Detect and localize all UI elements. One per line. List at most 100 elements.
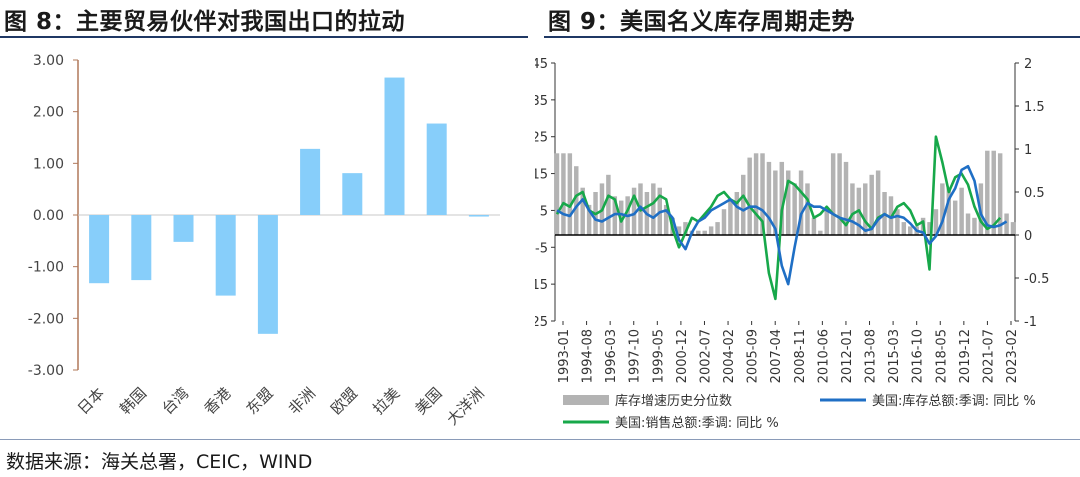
fig9-percentile-bar xyxy=(927,222,932,235)
fig9-series-inventory-line xyxy=(556,164,1008,286)
fig9-x-tick-label: 1993-01 xyxy=(557,329,572,383)
fig9-legend-label: 库存增速历史分位数 xyxy=(615,393,732,409)
fig9-x-tick-label: 2019-12 xyxy=(958,329,973,383)
fig9-right-tick-label: -1 xyxy=(1024,315,1037,330)
fig8-y-tick-label: 3.00 xyxy=(33,53,64,69)
fig8-bar xyxy=(173,215,194,242)
fig9-percentile-bar xyxy=(811,217,817,235)
fig9-percentile-bar xyxy=(702,230,707,235)
fig9-percentile-bar xyxy=(946,187,952,235)
fig9-x-tick-label: 1999-05 xyxy=(651,329,666,383)
fig8-bar xyxy=(426,123,447,215)
source-note: 数据来源：海关总署，CEIC，WIND xyxy=(6,451,313,473)
fig8-x-tick-label: 东盟 xyxy=(243,384,277,418)
fig8-bar-chart: 3.00 2.00 1.00 0.00 -1.00 -2.00 -3.00 日本 韩国 台湾 香港东… xyxy=(28,53,500,429)
fig8-x-tick-label: 韩国 xyxy=(116,384,150,418)
fig9-percentile-bar xyxy=(985,150,990,235)
fig9-percentile-bar xyxy=(606,174,611,235)
fig9-percentile-bar xyxy=(837,153,842,235)
fig9-x-tick-label: 2007-04 xyxy=(769,329,784,383)
fig9-x-tick-label: 2015-03 xyxy=(887,329,902,383)
fig9-x-tick-label: 1997-10 xyxy=(628,329,643,383)
fig9-x-tick-label: 2021-07 xyxy=(981,329,996,383)
fig9-x-tick-label: 2002-07 xyxy=(698,329,713,383)
fig9-percentile-bar xyxy=(561,153,566,235)
fig8-x-tick-label: 拉美 xyxy=(369,384,403,418)
fig9-percentile-bar xyxy=(1010,222,1016,235)
fig9-percentile-bar xyxy=(805,183,810,235)
fig9-percentile-bar xyxy=(1004,213,1009,235)
fig9-percentile-bar xyxy=(997,153,1003,235)
fig9-percentile-bar xyxy=(901,222,907,235)
fig9-percentile-bar xyxy=(908,226,913,235)
fig9-percentile-bar xyxy=(753,153,759,235)
fig9-right-tick-label: 0.5 xyxy=(1024,186,1045,201)
fig8-x-tick-label: 美国 xyxy=(412,384,446,418)
fig9-left-tick-label: 5 xyxy=(540,204,548,219)
fig8-bar xyxy=(300,148,321,215)
fig9-left-tick-label: 45 xyxy=(535,57,548,72)
fig9-left-tick-label: -15 xyxy=(535,278,548,293)
fig8-x-tick-label: 非洲 xyxy=(285,384,319,418)
fig9-right-tick-label: 1.5 xyxy=(1024,100,1045,115)
fig9-percentile-bar xyxy=(683,222,688,235)
fig9-left-tick-label: 15 xyxy=(535,168,548,183)
fig8-y-tick-label: -3.00 xyxy=(28,363,64,379)
fig9-right-tick-label: 1 xyxy=(1024,143,1032,158)
fig8-x-tick-label: 日本 xyxy=(74,384,108,418)
fig9-title: 图 9：美国名义库存周期走势 xyxy=(548,9,856,35)
fig8-title: 图 8：主要贸易伙伴对我国出口的拉动 xyxy=(4,9,406,35)
fig8-bar xyxy=(89,215,110,284)
fig9-percentile-bar xyxy=(933,209,939,235)
fig9-percentile-bar xyxy=(567,153,573,235)
fig9-percentile-bar xyxy=(696,230,701,235)
fig9-percentile-bar xyxy=(721,209,727,235)
fig9-percentile-bar xyxy=(734,192,740,235)
fig9-percentile-bar xyxy=(818,230,823,235)
fig9-x-tick-label: 2005-09 xyxy=(746,329,761,383)
fig9-percentile-bar xyxy=(785,170,791,235)
fig9-x-tick-label: 2018-05 xyxy=(934,329,949,383)
fig9-percentile-bar xyxy=(728,200,733,235)
fig8-y-tick-label: 0.00 xyxy=(33,208,64,224)
fig9-x-tick-label: 2016-10 xyxy=(911,329,926,383)
fig9-right-tick-label: 0 xyxy=(1024,229,1032,244)
fig9-x-tick-label: 2023-02 xyxy=(1005,329,1020,383)
fig8-bar xyxy=(384,77,405,215)
fig8-bar xyxy=(131,215,152,281)
fig9-legend-label: 美国:库存总额:季调: 同比 % xyxy=(872,393,1036,409)
fig8-x-tick-label: 大洋洲 xyxy=(443,384,488,429)
fig9-right-tick-label: 2 xyxy=(1024,57,1032,72)
fig9-percentile-bar xyxy=(741,174,746,235)
fig8-bar xyxy=(468,215,489,217)
fig9-percentile-bar xyxy=(965,213,971,235)
fig9-legend-swatch xyxy=(563,395,609,405)
fig9-percentile-bar xyxy=(959,187,964,235)
fig9-title-rule xyxy=(544,36,1080,38)
fig8-x-tick-label: 香港 xyxy=(201,384,235,418)
fig9-x-tick-label: 2004-02 xyxy=(722,329,737,383)
fig9-percentile-bar xyxy=(676,226,682,235)
fig9-line-chart: 45 35 25 15 5 -5 -15 -25 2 1.5 1 0.5 0 -0.5 -1 1993-01 1… xyxy=(535,57,1049,431)
fig9-percentile-bar xyxy=(792,183,797,235)
fig9-percentile-bar xyxy=(760,153,765,235)
fig9-percentile-bar xyxy=(863,183,868,235)
fig9-left-tick-label: -25 xyxy=(535,315,548,330)
fig9-percentile-bar xyxy=(779,161,785,235)
fig9-percentile-bar xyxy=(586,204,592,235)
fig9-x-tick-label: 1996-03 xyxy=(604,329,619,383)
fig8-bar xyxy=(342,173,363,215)
fig8-x-tick-label: 欧盟 xyxy=(327,384,361,418)
fig9-percentile-bar xyxy=(612,196,618,235)
fig9-percentile-bar xyxy=(830,153,836,235)
fig9-percentile-bar xyxy=(991,150,996,235)
fig9-percentile-bar xyxy=(798,170,804,235)
fig9-percentile-bar xyxy=(766,161,772,235)
fig9-percentile-bar xyxy=(850,183,855,235)
fig9-x-tick-label: 2013-08 xyxy=(864,329,879,383)
fig9-x-tick-label: 2008-11 xyxy=(793,329,808,383)
fig9-percentile-bar xyxy=(952,200,958,235)
fig8-bar xyxy=(257,215,278,334)
fig9-percentile-bar xyxy=(940,183,945,235)
fig8-title-rule xyxy=(0,36,528,38)
